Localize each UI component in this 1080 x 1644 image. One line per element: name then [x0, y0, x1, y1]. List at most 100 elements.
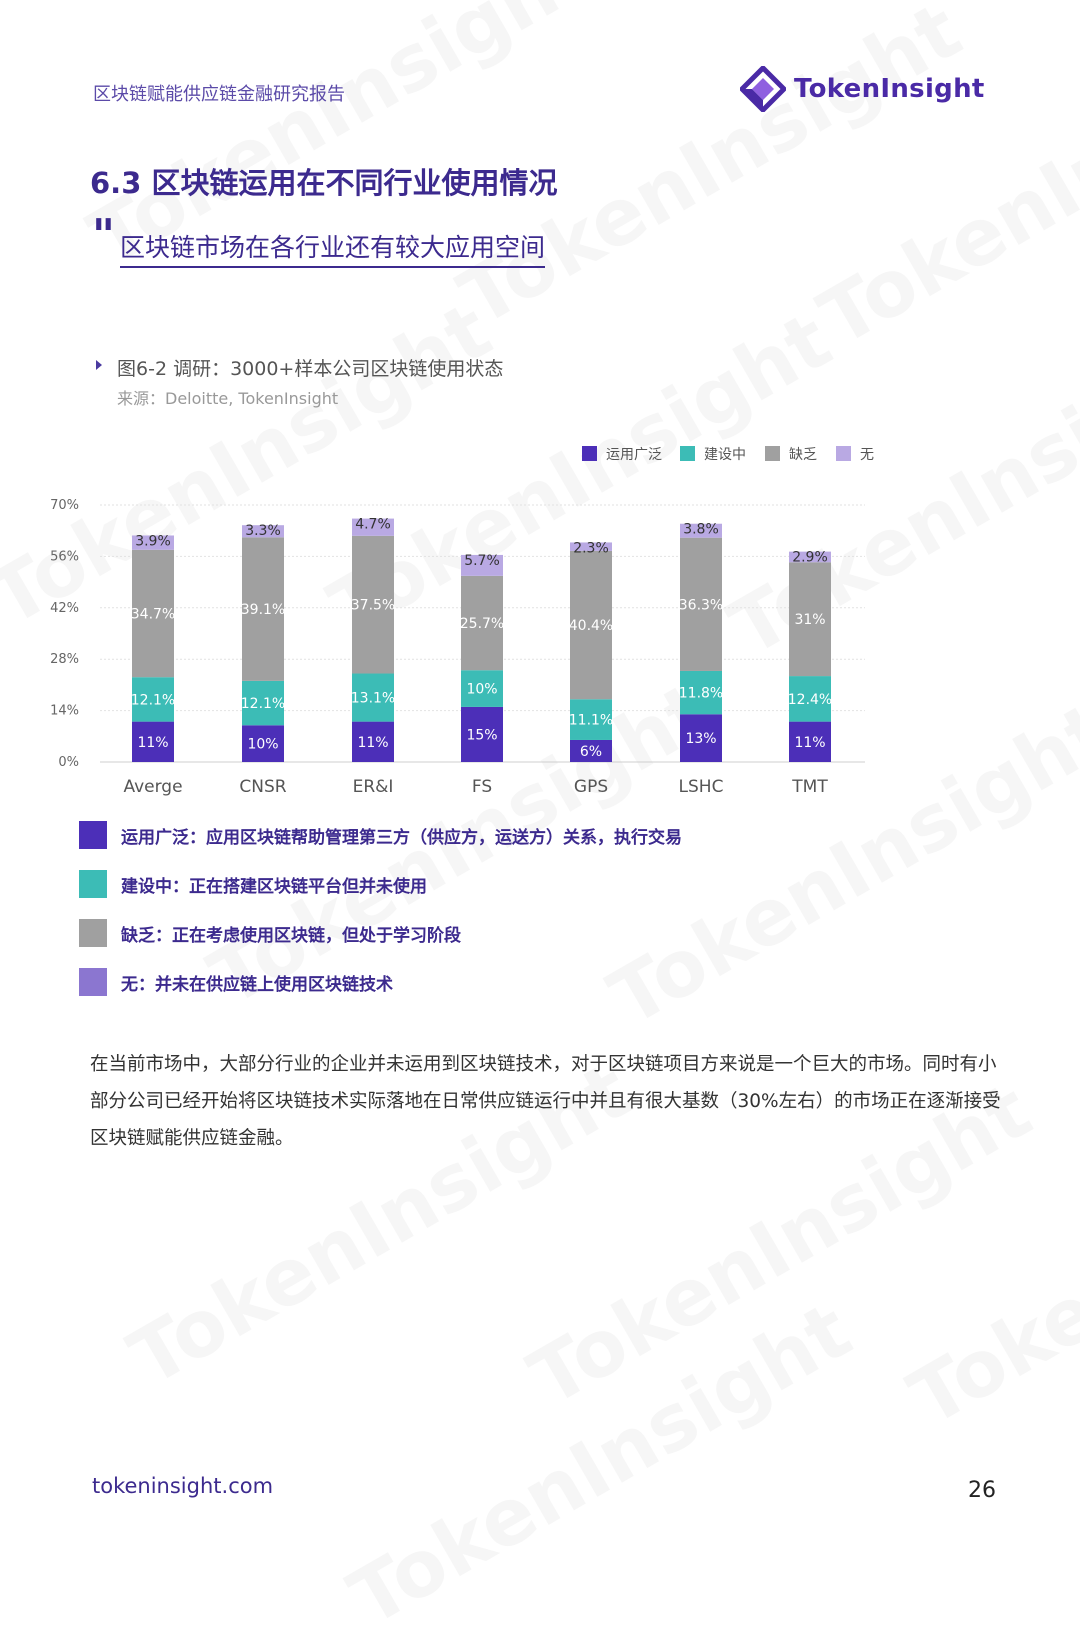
- data-label: 11%: [794, 735, 825, 751]
- definition-swatch: [79, 870, 107, 898]
- figure-source: 来源：Deloitte, TokenInsight: [117, 389, 339, 408]
- definition-building: 建设中：正在搭建区块链平台但并未使用: [79, 870, 427, 898]
- data-label: 12.1%: [241, 696, 285, 712]
- x-axis: Averge CNSR ER&I FS GPS LSHC TMT: [123, 777, 828, 797]
- legend-label: 建设中: [704, 447, 746, 463]
- y-tick-label: 42%: [50, 601, 79, 616]
- bar-segment: [352, 535, 394, 674]
- data-label: 11%: [137, 735, 168, 751]
- data-label: 13.1%: [351, 691, 395, 707]
- chart-legend: 运用广泛 建设中 缺乏 无: [582, 446, 874, 463]
- data-label: 10%: [247, 737, 278, 753]
- bar-segment: [132, 677, 174, 722]
- data-label: 11%: [357, 735, 388, 751]
- bar-segment: [789, 562, 831, 677]
- y-tick-label: 14%: [50, 704, 79, 719]
- data-label: 25.7%: [460, 616, 504, 632]
- data-label: 11.1%: [569, 713, 613, 729]
- triangle-bullet-icon: [96, 360, 102, 370]
- bar-segment: [461, 706, 503, 762]
- x-tick-label: FS: [472, 777, 492, 797]
- body-paragraph: 在当前市场中，大部分行业的企业并未运用到区块链技术，对于区块链项目方来说是一个巨…: [90, 1054, 1001, 1149]
- data-label: 34.7%: [131, 606, 175, 622]
- definition-text: 运用广泛：应用区块链帮助管理第三方（供应方，运送方）关系，执行交易: [121, 827, 682, 848]
- y-tick-label: 28%: [50, 652, 79, 667]
- data-label: 37.5%: [351, 598, 395, 614]
- y-tick-label: 70%: [50, 498, 79, 513]
- figure-title: 图6-2 调研：3000+样本公司区块链使用状态: [117, 358, 504, 380]
- data-label: 12.1%: [131, 692, 175, 708]
- x-tick-label: LSHC: [679, 777, 724, 797]
- bar-segment: [132, 549, 174, 678]
- data-label: 5.7%: [464, 553, 500, 569]
- data-label: 3.9%: [135, 533, 171, 549]
- stacked-bar-chart: 运用广泛 建设中 缺乏 无 0% 14% 28% 42% 56% 70% 11% 12.1% 34.…: [50, 446, 874, 797]
- section-subtitle: 区块链市场在各行业还有较大应用空间: [120, 228, 546, 268]
- legend-swatch: [836, 446, 851, 461]
- definition-text: 建设中：正在搭建区块链平台但并未使用: [121, 876, 427, 897]
- footer-url: tokeninsight.com: [92, 1474, 274, 1498]
- legend-label: 运用广泛: [606, 447, 662, 463]
- definition-swatch: [79, 968, 107, 996]
- tokeninsight-logo-icon: [740, 66, 786, 112]
- bar-segment: [789, 676, 831, 722]
- watermark: TokenInsight: [805, 6, 1080, 364]
- data-label: 2.3%: [573, 540, 609, 556]
- bar-segment: [461, 575, 503, 671]
- definition-text: 缺乏：正在考虑使用区块链，但处于学习阶段: [121, 925, 461, 946]
- chart-bars: 11% 12.1% 34.7% 3.9% 10% 12.1% 39.1% 3.3% 11% 13.…: [131, 517, 832, 762]
- bar-segment: [570, 550, 612, 700]
- bar-segment: [680, 714, 722, 762]
- quote-icon: ": [92, 210, 115, 261]
- data-label: 31%: [794, 612, 825, 628]
- y-tick-label: 56%: [50, 549, 79, 564]
- bar-segment: [461, 670, 503, 707]
- x-tick-label: GPS: [574, 777, 608, 797]
- data-label: 13%: [685, 731, 716, 747]
- legend-swatch: [582, 446, 597, 461]
- logo: TokenInsight: [740, 66, 985, 112]
- bar-segment: [242, 680, 284, 726]
- definition-lacking: 缺乏：正在考虑使用区块链，但处于学习阶段: [79, 919, 461, 947]
- data-label: 11.8%: [679, 686, 723, 702]
- x-tick-label: ER&I: [353, 777, 394, 797]
- watermark: TokenInsight: [335, 1286, 866, 1644]
- data-label: 4.7%: [355, 517, 391, 533]
- bar-segment: [242, 537, 284, 681]
- data-label: 40.4%: [569, 618, 613, 634]
- legend-label: 缺乏: [789, 447, 817, 463]
- bar-segment: [461, 554, 503, 576]
- bar-segment: [132, 721, 174, 762]
- bar-segment: [570, 739, 612, 762]
- definition-none: 无：并未在供应链上使用区块链技术: [79, 968, 393, 996]
- bar-segment: [680, 537, 722, 671]
- page-number: 26: [968, 1478, 996, 1503]
- bar-segment: [132, 535, 174, 550]
- data-label: 39.1%: [241, 602, 285, 618]
- bar-segment: [570, 699, 612, 740]
- legend-label: 无: [860, 447, 874, 463]
- definition-swatch: [79, 821, 107, 849]
- bar-segment: [680, 523, 722, 538]
- data-label: 2.9%: [792, 550, 828, 566]
- data-label: 15%: [466, 727, 497, 743]
- bar-segment: [680, 670, 722, 715]
- data-label: 3.3%: [245, 523, 281, 539]
- bar-segment: [570, 542, 612, 551]
- bar-segment: [352, 721, 394, 762]
- bar-segment: [352, 673, 394, 722]
- bar-segment: [242, 525, 284, 538]
- bar-segment: [352, 518, 394, 536]
- bar-segment: [789, 721, 831, 762]
- bar-segment: [242, 725, 284, 762]
- y-axis: 0% 14% 28% 42% 56% 70%: [50, 498, 79, 770]
- section-title: 6.3 区块链运用在不同行业使用情况: [90, 166, 558, 200]
- data-label: 6%: [580, 744, 602, 760]
- definition-widespread: 运用广泛：应用区块链帮助管理第三方（供应方，运送方）关系，执行交易: [79, 821, 682, 849]
- legend-swatch: [765, 446, 780, 461]
- x-tick-label: Averge: [123, 777, 182, 797]
- data-label: 36.3%: [679, 597, 723, 613]
- logo-text: TokenInsight: [794, 74, 985, 104]
- data-label: 10%: [466, 682, 497, 698]
- definition-swatch: [79, 919, 107, 947]
